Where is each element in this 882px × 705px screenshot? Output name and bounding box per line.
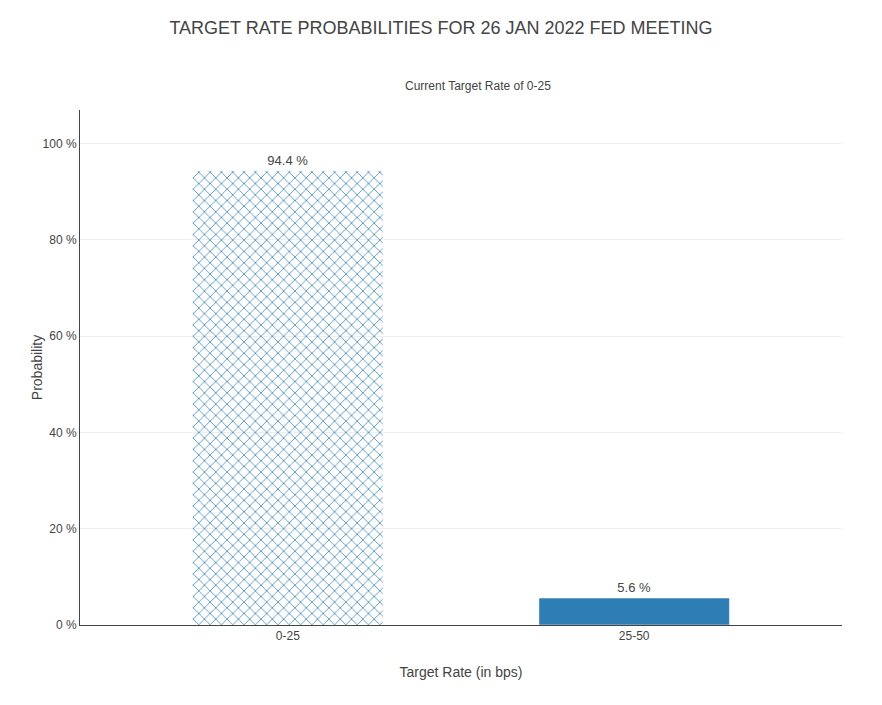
svg-text:80 %: 80 % bbox=[49, 233, 77, 247]
svg-text:5.6 %: 5.6 % bbox=[617, 580, 651, 595]
svg-text:Target Rate (in bps): Target Rate (in bps) bbox=[400, 664, 523, 680]
svg-text:Probability: Probability bbox=[29, 335, 45, 400]
svg-text:94.4 %: 94.4 % bbox=[267, 153, 308, 168]
svg-text:TARGET RATE PROBABILITIES FOR: TARGET RATE PROBABILITIES FOR 26 JAN 202… bbox=[169, 18, 712, 38]
svg-text:Current Target Rate of 0-25: Current Target Rate of 0-25 bbox=[405, 79, 551, 93]
svg-text:20 %: 20 % bbox=[49, 522, 77, 536]
svg-text:0-25: 0-25 bbox=[276, 629, 300, 643]
svg-text:25-50: 25-50 bbox=[619, 629, 650, 643]
svg-text:60 %: 60 % bbox=[49, 329, 77, 343]
svg-text:0 %: 0 % bbox=[56, 618, 77, 632]
svg-text:40 %: 40 % bbox=[49, 426, 77, 440]
svg-text:100 %: 100 % bbox=[43, 137, 77, 151]
